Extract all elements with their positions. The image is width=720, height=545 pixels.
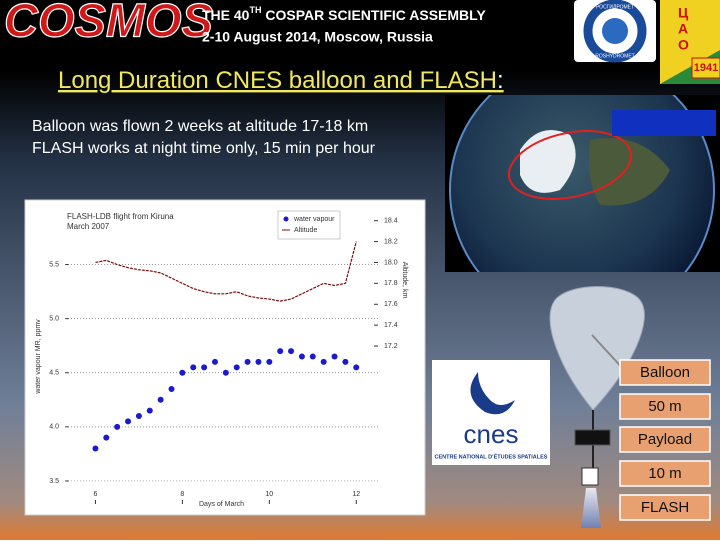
roshydromet-core — [602, 18, 628, 44]
bullet: FLASH works at night time only, 15 min p… — [32, 140, 376, 157]
water-vapour-point — [222, 369, 229, 376]
water-vapour-point — [277, 348, 284, 355]
globe — [449, 95, 715, 272]
x-axis-label: Days of March — [199, 501, 244, 508]
water-vapour-point — [233, 364, 240, 371]
label-box — [619, 460, 711, 487]
cnes-text: cnes — [464, 419, 519, 449]
legend-label: Altitude — [294, 227, 317, 234]
x-tick-label: 10 — [265, 491, 273, 498]
balloon — [549, 286, 645, 411]
title-colon: : — [497, 67, 504, 94]
label-text: Balloon — [640, 364, 690, 381]
water-vapour-point — [168, 385, 175, 392]
water-vapour-point — [255, 358, 262, 365]
bullet: Balloon was flown 2 weeks at altitude 17… — [32, 118, 368, 135]
water-vapour-point — [298, 353, 305, 360]
annotation: March 2007 — [67, 222, 110, 231]
water-vapour-point — [201, 364, 208, 371]
flash-beam — [581, 488, 601, 528]
flash-box — [581, 467, 599, 486]
earth — [449, 95, 715, 272]
y2-axis-label: Altitude, km — [401, 262, 408, 299]
cao-letter: Ц — [678, 5, 689, 21]
cnes-full: CENTRE NATIONAL D’ÉTUDES SPATIALES — [435, 452, 548, 460]
x-tick-label: 12 — [352, 491, 360, 498]
diagram-labels: Balloon 50 m Payload 10 m FLASH — [619, 359, 711, 521]
globe-caption-box — [612, 110, 716, 136]
label-text: FLASH — [641, 499, 689, 516]
cao-year-box — [691, 57, 720, 79]
cao-letter: О — [678, 37, 689, 53]
legend-swatch — [283, 216, 289, 222]
label-box — [619, 426, 711, 453]
water-vapour-point — [103, 434, 110, 441]
water-vapour-point — [114, 423, 121, 430]
water-vapour-point — [309, 353, 316, 360]
rosh-top: РОСГИДРОМЕТ — [596, 4, 634, 10]
conf-sup: TH — [249, 5, 261, 15]
y2-tick-label: 17.8 — [384, 280, 398, 287]
rosh-bottom: ROSHYDROMET — [595, 53, 634, 59]
cnes-emblem — [470, 372, 515, 415]
x-tick-label: 6 — [93, 491, 97, 498]
water-vapour-point — [157, 396, 164, 403]
water-vapour-point — [211, 358, 218, 365]
plot-panel — [24, 199, 426, 516]
annotation: FLASH-LDB flight from Kiruna — [67, 212, 174, 221]
land — [588, 138, 670, 206]
y-tick-label: 4.0 — [49, 424, 59, 431]
water-vapour-point — [266, 358, 273, 365]
cao-letter: А — [678, 21, 688, 37]
water-vapour-point — [331, 353, 338, 360]
title-text: Long Duration CNES balloon and FLASH — [58, 67, 497, 94]
water-vapour-point — [244, 358, 251, 365]
water-vapour-point — [342, 358, 349, 365]
water-vapour-point — [125, 418, 132, 425]
conference: THE 40TH COSPAR SCIENTIFIC ASSEMBLY — [202, 5, 486, 22]
y2-tick-label: 18.2 — [384, 238, 398, 245]
legend-label: water vapour — [293, 216, 335, 223]
water-vapour-point — [179, 369, 186, 376]
dates: 2-10 August 2014, Moscow, Russia — [202, 29, 433, 45]
label-text: Payload — [638, 431, 692, 448]
label-text: 10 m — [648, 465, 681, 482]
label-text: 50 m — [648, 398, 681, 415]
ice — [520, 130, 576, 193]
water-vapour-point — [320, 358, 327, 365]
label-box — [619, 494, 711, 521]
x-tick-label: 8 — [180, 491, 184, 498]
cao-year: 1941 — [694, 62, 718, 74]
y-axis-label: water vapour MR, ppmv — [35, 319, 42, 395]
water-vapour-point — [190, 364, 197, 371]
y2-tick-label: 17.2 — [384, 343, 398, 350]
y2-tick-label: 17.6 — [384, 301, 398, 308]
y-tick-label: 5.0 — [49, 315, 59, 322]
water-vapour-point — [92, 445, 99, 452]
plot: 3.5 4.0 4.5 5.0 5.5 18.4 18.2 18.0 17.8 17.6 17.4 1… — [35, 210, 408, 508]
y-tick-label: 3.5 — [49, 478, 59, 485]
water-vapour-point — [353, 364, 360, 371]
y-tick-label: 5.5 — [49, 261, 59, 268]
label-box — [619, 359, 711, 386]
conf-main: THE 40 — [202, 7, 250, 23]
water-vapour-point — [288, 348, 295, 355]
flight-path — [507, 130, 633, 200]
cao-yellow — [660, 0, 720, 84]
y2-tick-label: 17.4 — [384, 322, 398, 329]
slide-title: Long Duration CNES balloon and FLASH: — [58, 67, 504, 94]
water-vapour-point — [146, 407, 153, 414]
conf-rest: COSPAR SCIENTIFIC ASSEMBLY — [261, 7, 486, 23]
y2-tick-label: 18.4 — [384, 218, 398, 225]
payload — [574, 429, 611, 446]
water-vapour-point — [135, 413, 142, 420]
altitude-line — [95, 241, 357, 302]
label-box — [619, 393, 711, 420]
legend-box — [277, 210, 341, 240]
cosmos-logo: COSMOS — [4, 0, 213, 46]
y2-tick-label: 18.0 — [384, 259, 398, 266]
y-tick-label: 4.5 — [49, 370, 59, 377]
